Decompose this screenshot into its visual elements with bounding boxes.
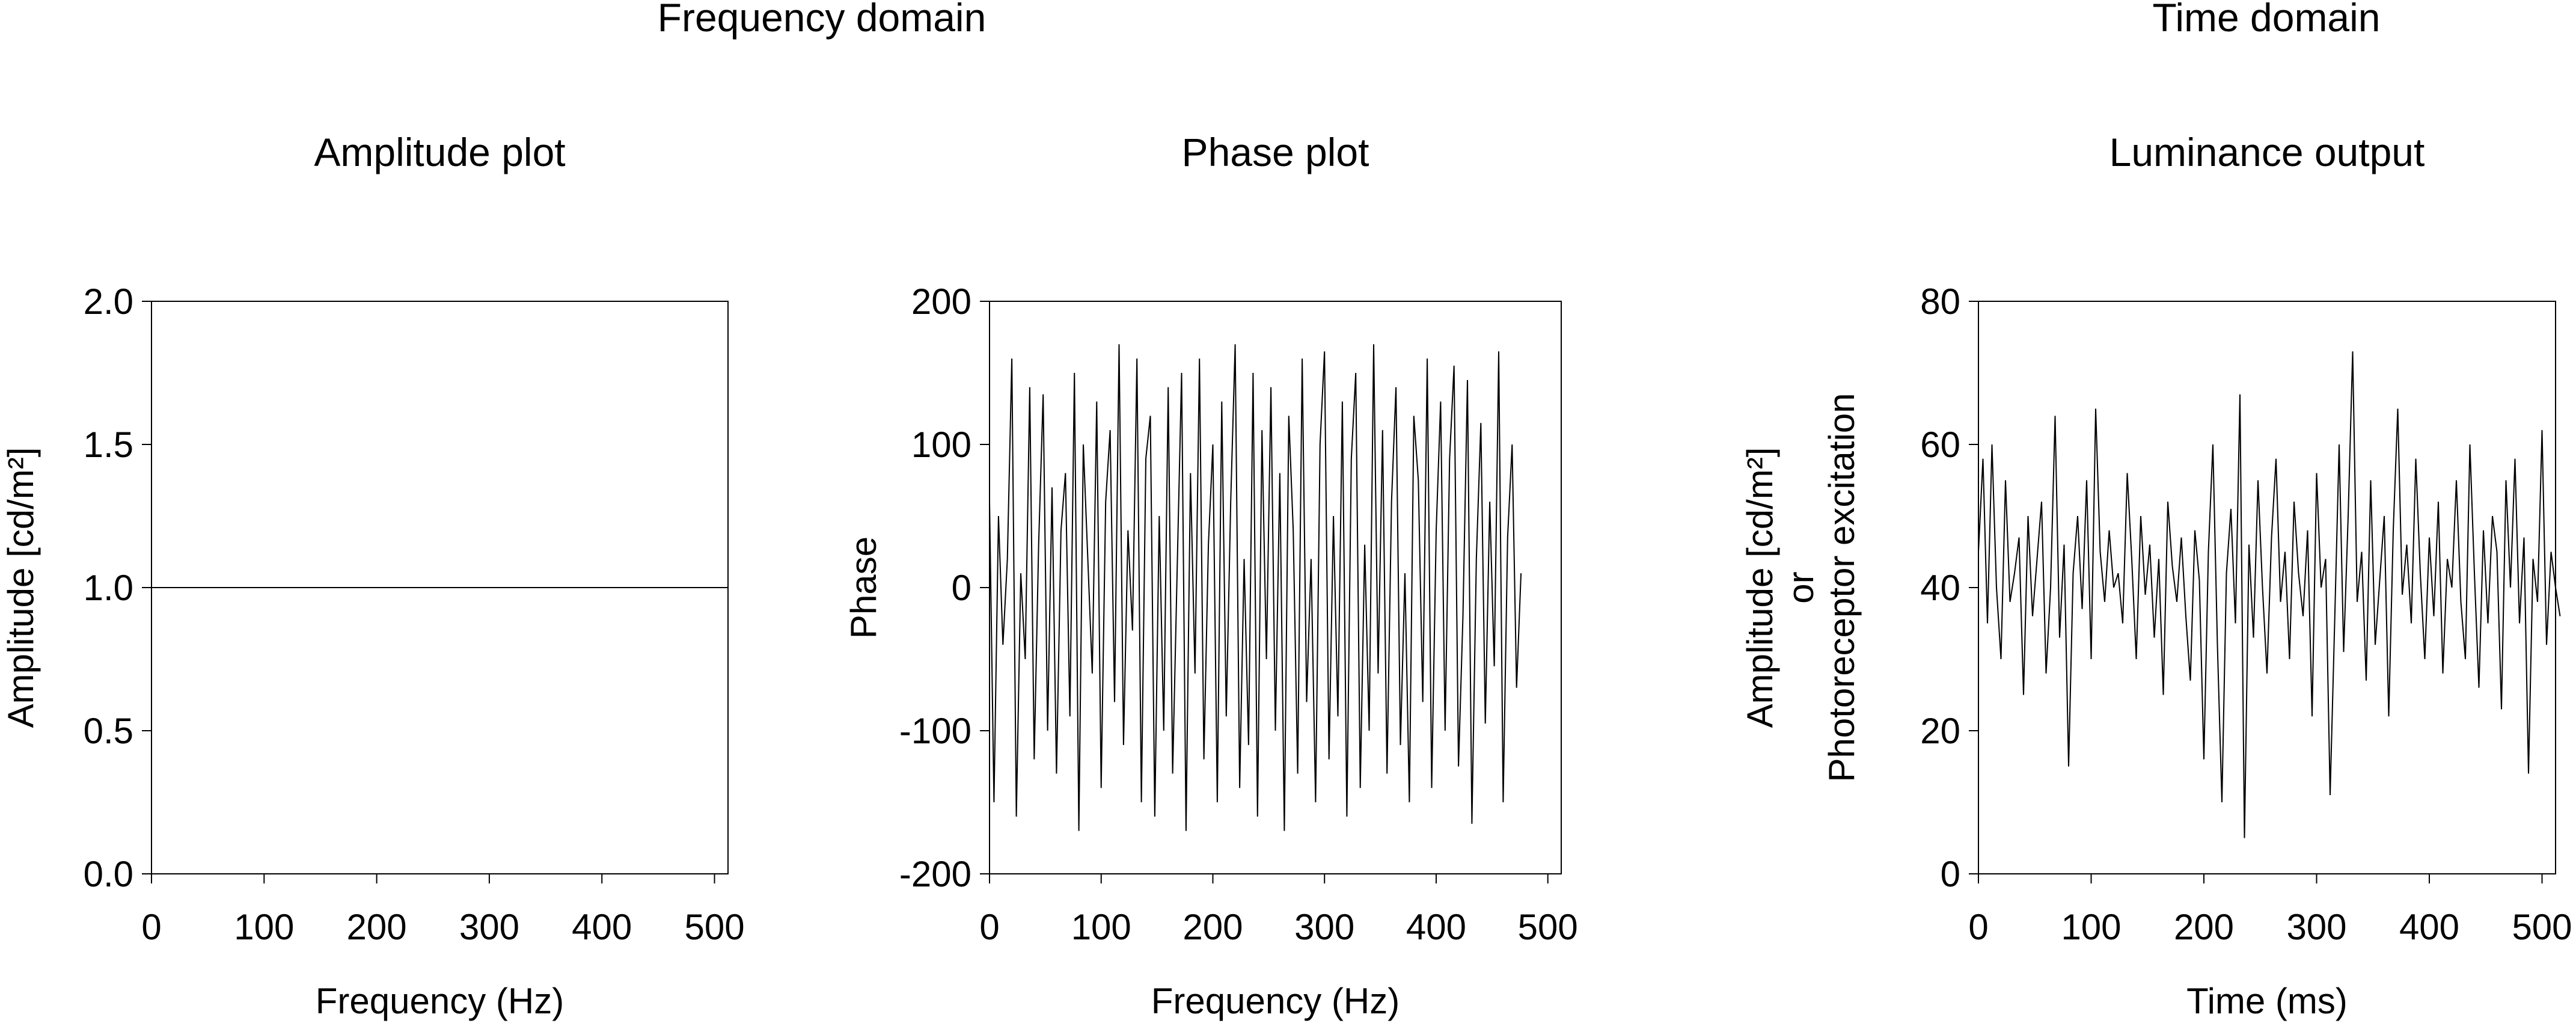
y-tick-label: 0.0 [84, 854, 133, 894]
y-tick-label: 40 [1920, 568, 1960, 608]
x-tick-label: 0 [979, 907, 999, 947]
y-tick-label: 200 [911, 281, 971, 322]
y-tick-label: -200 [899, 854, 971, 894]
y-axis-label: or [1781, 571, 1821, 603]
y-axis-label: Photoreceptor excitation [1822, 393, 1862, 782]
x-tick-label: 400 [1406, 907, 1466, 947]
y-tick-label: 2.0 [84, 281, 133, 322]
y-tick-label: 80 [1920, 281, 1960, 322]
y-tick-label: 1.0 [84, 568, 133, 608]
y-tick-label: 1.5 [84, 425, 133, 465]
x-tick-label: 500 [684, 907, 744, 947]
x-tick-label: 100 [234, 907, 294, 947]
y-axis-label: Amplitude [cd/m²] [1740, 447, 1780, 728]
phase-plot-panel: Phase plot 0 100 200 300 400 500 -200 -100 0 100 20… [843, 130, 1578, 1021]
y-tick-label: 0 [1941, 854, 1960, 894]
x-tick-label: 500 [2512, 907, 2572, 947]
panel-title: Phase plot [1182, 130, 1369, 174]
x-tick-label: 200 [347, 907, 407, 947]
y-tick-label: 60 [1920, 425, 1960, 465]
x-tick-label: 0 [1968, 907, 1988, 947]
y-tick-label: 0.5 [84, 711, 133, 751]
x-axis-label: Frequency (Hz) [316, 981, 564, 1021]
x-tick-label: 100 [1071, 907, 1131, 947]
frequency-domain-header: Frequency domain [658, 0, 987, 40]
y-tick-label: -100 [899, 711, 971, 751]
panel-title: Luminance output [2109, 130, 2425, 174]
series-line [1978, 351, 2561, 838]
series-line [989, 344, 1522, 831]
x-tick-label: 0 [141, 907, 161, 947]
time-domain-header: Time domain [2152, 0, 2380, 40]
x-tick-label: 300 [459, 907, 519, 947]
y-tick-label: 100 [911, 425, 971, 465]
amplitude-plot-panel: Amplitude plot 0 100 200 300 400 500 0.0 0.5 1.0 1… [1, 130, 745, 1021]
y-tick-label: 20 [1920, 711, 1960, 751]
x-tick-label: 300 [2286, 907, 2346, 947]
x-tick-label: 500 [1518, 907, 1578, 947]
x-tick-label: 400 [2399, 907, 2459, 947]
y-tick-label: 0 [952, 568, 971, 608]
x-tick-label: 100 [2061, 907, 2121, 947]
y-axis-label: Phase [843, 536, 884, 639]
x-axis-label: Frequency (Hz) [1151, 981, 1400, 1021]
x-axis-label: Time (ms) [2186, 981, 2348, 1021]
y-axis-label: Amplitude [cd/m²] [1, 447, 41, 728]
x-tick-label: 300 [1294, 907, 1354, 947]
panel-title: Amplitude plot [314, 130, 565, 174]
x-tick-label: 200 [2174, 907, 2234, 947]
x-tick-label: 400 [572, 907, 632, 947]
x-tick-label: 200 [1182, 907, 1243, 947]
luminance-output-panel: Luminance output 0 100 200 300 400 500 0 20 40 60 8… [1740, 130, 2572, 1021]
